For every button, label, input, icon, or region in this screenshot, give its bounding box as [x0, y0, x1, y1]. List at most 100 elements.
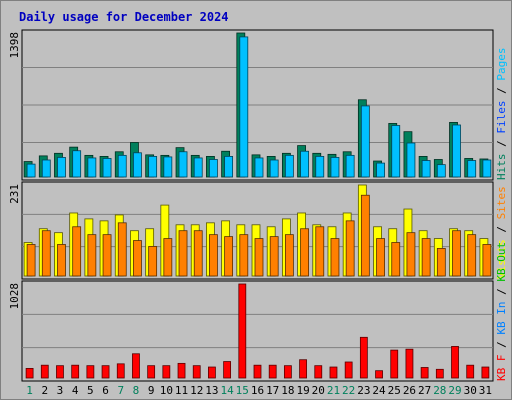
day-label-10: 10 — [160, 384, 173, 397]
bar-files-day-21 — [330, 157, 340, 178]
bar-sites-day-18 — [284, 234, 294, 277]
bar-kb-f-day-11 — [177, 362, 186, 379]
legend-entry: KB Out — [495, 242, 508, 282]
bar-files-day-1 — [26, 163, 36, 178]
bar-sites-day-7 — [117, 222, 127, 277]
day-label-12: 12 — [190, 384, 203, 397]
bar-files-day-7 — [117, 154, 127, 178]
legend-entry: / — [495, 335, 508, 355]
y-max-label: 231 — [8, 184, 21, 204]
panel-visits-sites: 231 Visits / Sites — [8, 181, 508, 280]
bar-files-day-28 — [436, 164, 446, 178]
bar-sites-day-5 — [87, 234, 97, 277]
bar-sites-day-25 — [391, 242, 401, 277]
legend-entry: Hits — [495, 154, 508, 181]
bar-kb-f-day-20 — [314, 365, 323, 379]
bar-kb-f-day-29 — [451, 346, 459, 379]
bar-files-day-12 — [193, 157, 203, 178]
legend-entry: / — [495, 134, 508, 154]
panel-background — [21, 280, 494, 382]
bar-kb-f-day-13 — [208, 366, 216, 379]
bar-kb-f-day-31 — [481, 366, 490, 379]
bar-kb-f-day-23 — [359, 336, 368, 379]
y-max-label: 1028 — [8, 283, 21, 310]
legend-entry: / — [495, 81, 508, 101]
bar-files-day-8 — [133, 152, 142, 178]
bar-kb-f-day-30 — [466, 364, 475, 379]
day-label-25: 25 — [388, 384, 401, 397]
bar-files-day-27 — [421, 160, 431, 178]
day-label-21: 21 — [327, 384, 340, 397]
bar-sites-day-30 — [467, 234, 477, 277]
bar-files-day-11 — [178, 151, 188, 178]
day-label-3: 3 — [57, 384, 64, 397]
bar-kb-f-day-18 — [283, 365, 292, 379]
day-label-8: 8 — [133, 384, 140, 397]
bar-files-day-23 — [360, 105, 370, 178]
legend-visits-sites: Visits / Sites — [495, 186, 508, 279]
legend-entry: Files — [495, 101, 508, 134]
bar-files-day-6 — [102, 158, 112, 178]
legend-entry: KB In — [495, 302, 508, 335]
day-label-19: 19 — [296, 384, 309, 397]
bar-sites-day-15 — [239, 234, 249, 277]
day-label-1: 1 — [26, 384, 33, 397]
day-label-6: 6 — [102, 384, 109, 397]
bar-files-day-10 — [163, 156, 173, 178]
bar-files-day-5 — [87, 157, 97, 178]
panels-layer: 1398 Hits / Files / Pages 231 Visits / Site… — [8, 29, 508, 382]
day-label-24: 24 — [372, 384, 386, 397]
day-label-9: 9 — [148, 384, 155, 397]
day-label-31: 31 — [479, 384, 492, 397]
bar-sites-day-31 — [482, 244, 492, 277]
day-label-11: 11 — [175, 384, 188, 397]
day-label-26: 26 — [403, 384, 416, 397]
bar-files-day-24 — [376, 162, 385, 178]
bar-kb-f-day-25 — [390, 349, 399, 379]
bar-kb-f-day-2 — [40, 364, 49, 379]
bar-files-day-20 — [315, 155, 325, 178]
bar-files-day-18 — [284, 154, 294, 178]
panel-kbytes: 1028 KB F / KB In / KB Out — [8, 242, 508, 382]
bar-files-day-19 — [300, 150, 309, 178]
bar-sites-day-21 — [330, 238, 340, 277]
day-label-29: 29 — [448, 384, 461, 397]
bar-kb-f-day-26 — [405, 348, 414, 379]
legend-entry: Pages — [495, 48, 508, 81]
day-label-13: 13 — [205, 384, 218, 397]
day-label-15: 15 — [236, 384, 249, 397]
bar-kb-f-day-3 — [56, 365, 64, 379]
bar-files-day-26 — [406, 142, 416, 178]
bar-sites-day-19 — [300, 228, 309, 277]
day-label-14: 14 — [220, 384, 234, 397]
day-label-2: 2 — [41, 384, 48, 397]
day-label-23: 23 — [357, 384, 370, 397]
bar-sites-day-13 — [209, 234, 218, 277]
bar-sites-day-8 — [133, 240, 142, 277]
y-max-label: 1398 — [8, 32, 21, 59]
day-label-17: 17 — [266, 384, 279, 397]
legend-entry: Visits — [495, 239, 508, 279]
bar-kb-f-day-4 — [71, 364, 80, 379]
bar-sites-day-6 — [102, 234, 112, 277]
bar-files-day-30 — [467, 160, 477, 178]
bar-sites-day-10 — [163, 238, 173, 277]
bar-kb-f-day-15 — [238, 283, 247, 379]
bar-kb-f-day-6 — [101, 365, 110, 379]
day-label-18: 18 — [281, 384, 294, 397]
bar-files-day-25 — [391, 125, 401, 178]
legend-hits-files-pages: Hits / Files / Pages — [495, 48, 508, 181]
bar-kb-f-day-16 — [253, 364, 262, 379]
bar-files-day-17 — [269, 159, 279, 178]
bar-kb-f-day-21 — [329, 366, 338, 379]
day-label-30: 30 — [464, 384, 477, 397]
bar-sites-day-22 — [345, 220, 355, 277]
chart-title: Daily usage for December 2024 — [19, 10, 229, 24]
bar-sites-day-20 — [315, 226, 325, 277]
day-label-5: 5 — [87, 384, 94, 397]
bar-kb-f-day-1 — [25, 367, 34, 379]
bar-files-day-29 — [452, 124, 461, 178]
bar-sites-day-3 — [57, 244, 66, 277]
